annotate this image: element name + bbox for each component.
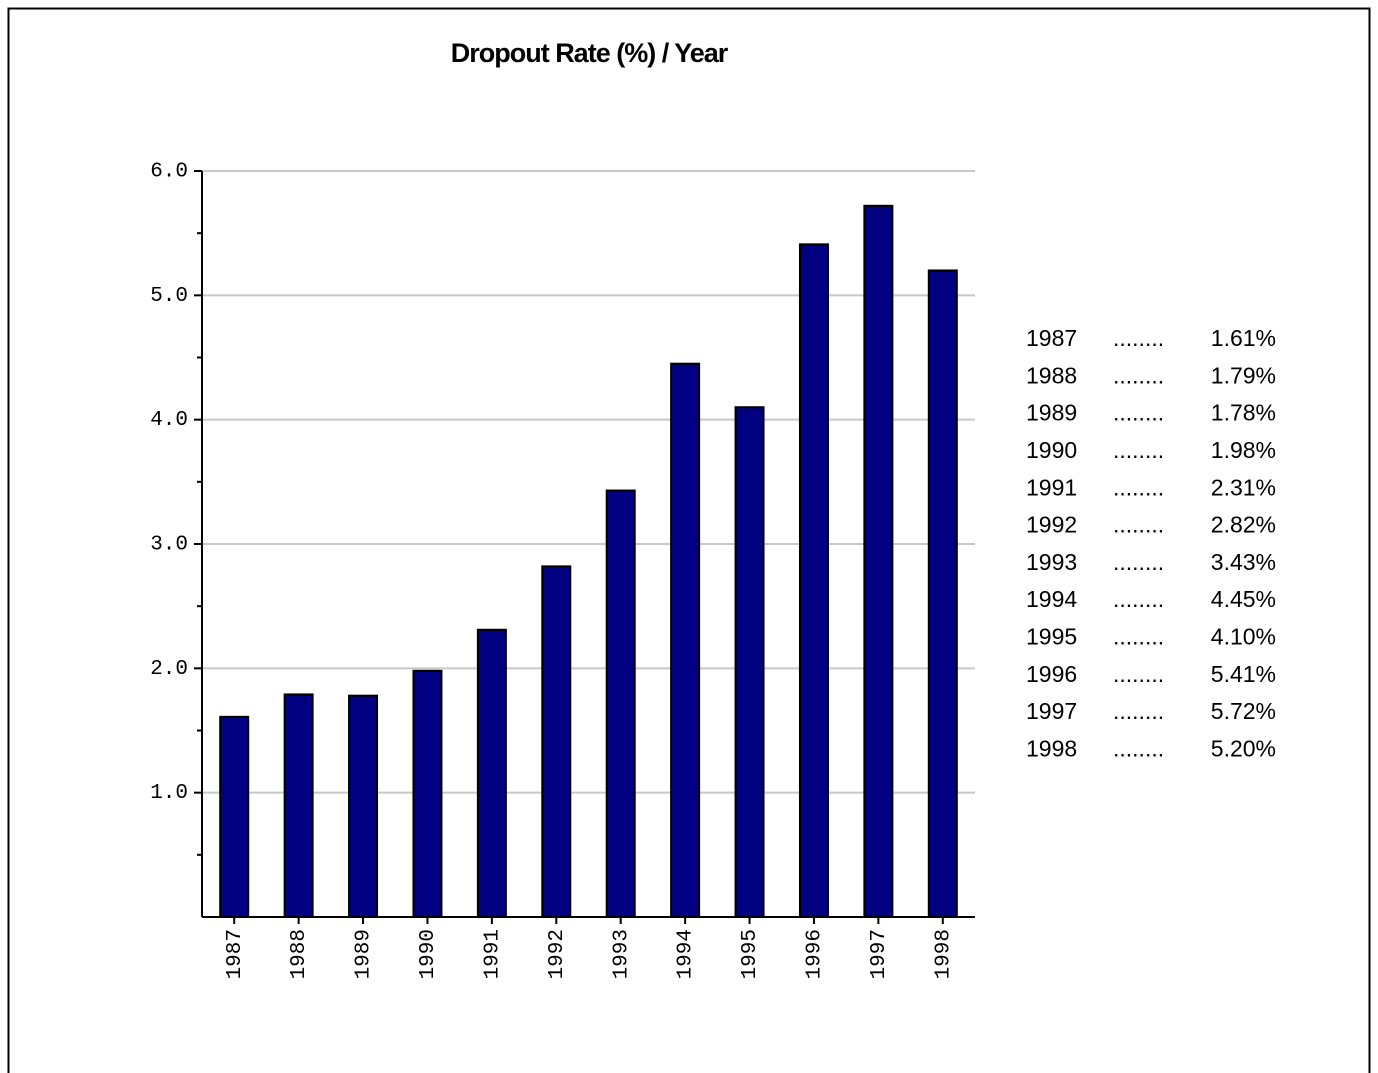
legend-value: 2.31%	[1211, 474, 1276, 500]
legend-leader: ........	[1113, 474, 1164, 500]
legend-leader: ........	[1113, 735, 1164, 761]
legend-leader: ........	[1113, 661, 1164, 687]
x-tick-label: 1997	[868, 929, 891, 979]
x-tick-label: 1988	[288, 929, 311, 979]
x-tick-label: 1996	[804, 929, 827, 979]
legend-value: 5.72%	[1211, 698, 1276, 724]
legend-year: 1989	[1026, 400, 1077, 426]
x-tick-label: 1987	[224, 929, 247, 979]
bar	[927, 269, 958, 918]
legend-year: 1997	[1026, 698, 1077, 724]
frame	[7, 7, 1371, 1073]
bar	[348, 694, 379, 918]
x-tick-label: 1998	[932, 929, 955, 979]
legend-leader: ........	[1113, 400, 1164, 426]
y-tick-label: 2.0	[150, 658, 188, 681]
x-tick-label: 1994	[675, 929, 698, 979]
legend-value: 1.79%	[1211, 362, 1276, 388]
x-tick-label: 1990	[417, 929, 440, 979]
bar	[219, 715, 250, 918]
bar	[605, 489, 636, 918]
legend-leader: ........	[1113, 586, 1164, 612]
y-tick-label: 1.0	[150, 782, 188, 805]
y-tick-label: 6.0	[150, 161, 188, 184]
legend-year: 1993	[1026, 549, 1077, 575]
legend-value: 2.82%	[1211, 512, 1276, 538]
legend-year: 1998	[1026, 735, 1077, 761]
bar	[541, 565, 572, 918]
bar	[734, 406, 765, 918]
legend-year: 1987	[1026, 325, 1077, 351]
bar	[798, 243, 829, 918]
legend-year: 1994	[1026, 586, 1077, 612]
legend-leader: ........	[1113, 325, 1164, 351]
legend-value: 4.45%	[1211, 586, 1276, 612]
legend-leader: ........	[1113, 512, 1164, 538]
y-tick-label: 4.0	[150, 409, 188, 432]
legend-year: 1996	[1026, 661, 1077, 687]
legend-year: 1991	[1026, 474, 1077, 500]
legend-value: 1.98%	[1211, 437, 1276, 463]
bar	[283, 693, 314, 919]
legend-value: 1.78%	[1211, 400, 1276, 426]
legend-leader: ........	[1113, 698, 1164, 724]
chart-title: Dropout Rate (%) / Year	[451, 38, 729, 68]
x-tick-label: 1991	[481, 929, 504, 979]
legend-value: 4.10%	[1211, 623, 1276, 649]
legend-year: 1992	[1026, 512, 1077, 538]
legend-year: 1988	[1026, 362, 1077, 388]
bar	[863, 204, 894, 918]
x-tick-label: 1992	[546, 929, 569, 979]
bar	[476, 628, 507, 918]
legend-year: 1995	[1026, 623, 1077, 649]
bar	[670, 362, 701, 918]
x-tick-label: 1995	[739, 929, 762, 979]
legend-value: 3.43%	[1211, 549, 1276, 575]
x-tick-label: 1989	[353, 929, 376, 979]
legend-leader: ........	[1113, 437, 1164, 463]
x-tick-label: 1993	[610, 929, 633, 979]
legend-year: 1990	[1026, 437, 1077, 463]
legend-value: 1.61%	[1211, 325, 1276, 351]
legend-leader: ........	[1113, 549, 1164, 575]
y-tick-label: 3.0	[150, 534, 188, 557]
y-tick-label: 5.0	[150, 285, 188, 308]
legend-leader: ........	[1113, 623, 1164, 649]
legend-value: 5.41%	[1211, 661, 1276, 687]
legend-leader: ........	[1113, 362, 1164, 388]
bar	[412, 669, 443, 918]
legend-value: 5.20%	[1211, 735, 1276, 761]
